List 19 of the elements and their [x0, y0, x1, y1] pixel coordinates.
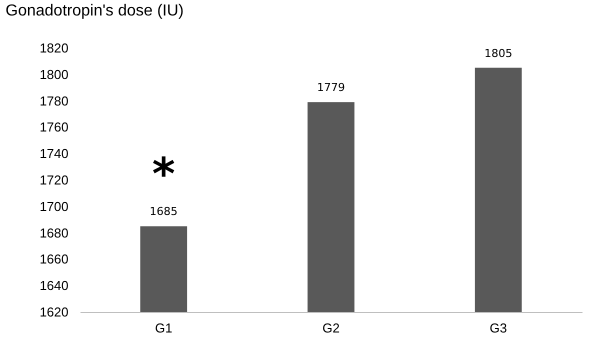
y-tick-label: 1680 [40, 225, 68, 240]
x-tick-label: G2 [322, 320, 340, 336]
data-label: 1685 [150, 205, 178, 218]
y-tick-label: 1760 [40, 120, 68, 135]
y-tick-label: 1660 [40, 252, 68, 267]
y-tick-label: 1780 [40, 93, 68, 108]
y-tick-label: 1740 [40, 146, 68, 162]
y-axis-title: Gonadotropin's dose (IU) [6, 2, 184, 20]
annotation: * [152, 149, 176, 200]
y-tick-label: 1800 [40, 66, 68, 82]
y-tick-label: 1620 [40, 304, 68, 320]
x-tick-label: G3 [490, 320, 508, 336]
data-label: 1805 [484, 46, 512, 60]
x-tick-label: G1 [154, 320, 172, 336]
data-label: 1779 [317, 81, 345, 94]
y-tick-label: 1820 [40, 40, 68, 56]
y-tick-label: 1700 [40, 198, 68, 214]
y-tick-label: 1720 [40, 172, 68, 188]
y-tick-label: 1640 [40, 278, 68, 294]
